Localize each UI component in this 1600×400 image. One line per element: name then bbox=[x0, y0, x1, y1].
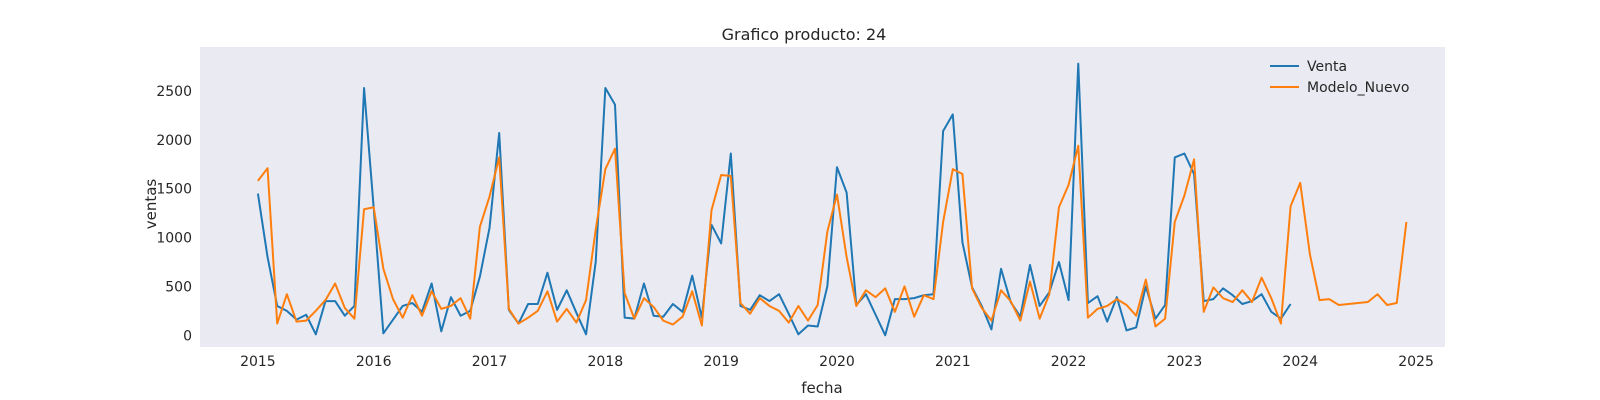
x-tick-label: 2023 bbox=[1167, 354, 1203, 370]
x-axis-label: fecha bbox=[801, 379, 842, 397]
legend-label: Venta bbox=[1307, 59, 1347, 75]
x-tick-label: 2016 bbox=[356, 354, 392, 370]
y-axis-label: ventas bbox=[142, 179, 160, 230]
x-tick-label: 2022 bbox=[1051, 354, 1087, 370]
y-tick-label: 2000 bbox=[156, 133, 192, 149]
x-tick-label: 2018 bbox=[588, 354, 624, 370]
y-tick-label: 0 bbox=[183, 328, 192, 344]
x-tick-label: 2020 bbox=[819, 354, 855, 370]
x-tick-label: 2015 bbox=[240, 354, 276, 370]
series-line-venta bbox=[256, 62, 1292, 337]
plot-area bbox=[200, 47, 1445, 347]
chart-title: Grafico producto: 24 bbox=[722, 25, 887, 44]
y-ticks: 0 500 1000 1500 2000 2500 bbox=[156, 84, 192, 344]
x-tick-label: 2024 bbox=[1282, 354, 1318, 370]
legend: Venta Modelo_Nuevo bbox=[1270, 59, 1409, 96]
x-tick-label: 2019 bbox=[703, 354, 739, 370]
y-tick-label: 1500 bbox=[156, 182, 192, 198]
y-tick-label: 1000 bbox=[156, 231, 192, 247]
y-tick-label: 2500 bbox=[156, 84, 192, 100]
x-tick-label: 2017 bbox=[472, 354, 508, 370]
x-tick-label: 2025 bbox=[1398, 354, 1434, 370]
x-ticks: 2015 2016 2017 2018 2019 2020 2021 2022 2023 2024… bbox=[240, 354, 1434, 370]
series-lines bbox=[256, 62, 1408, 337]
series-line-modelo-nuevo bbox=[257, 144, 1408, 328]
legend-label: Modelo_Nuevo bbox=[1307, 80, 1409, 96]
y-tick-label: 500 bbox=[165, 279, 192, 295]
x-tick-label: 2021 bbox=[935, 354, 971, 370]
